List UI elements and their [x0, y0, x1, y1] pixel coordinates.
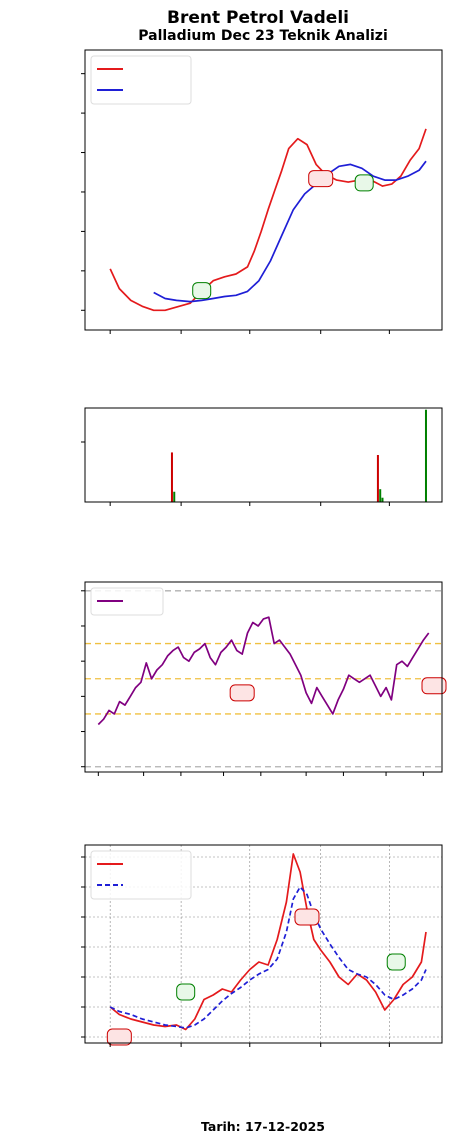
axes-frame — [84, 581, 443, 773]
signal-badge-sat — [308, 170, 334, 188]
series-line-rsi — [97, 616, 430, 726]
volume-bar — [170, 452, 173, 502]
signal-badge-al — [176, 983, 196, 1001]
signal-badge-al — [386, 953, 406, 971]
legend-box — [90, 587, 164, 616]
volume-bar — [173, 491, 176, 502]
volume-bar — [424, 409, 427, 502]
panel-volume — [81, 407, 443, 506]
series-line-sma-7 — [109, 128, 427, 312]
legend-box — [90, 850, 192, 900]
volume-bar — [381, 497, 384, 502]
signal-badge-al — [354, 174, 374, 192]
panel-price — [81, 49, 443, 334]
chart-subtitle: Palladium Dec 23 Teknik Analizi — [138, 28, 388, 44]
axes-frame — [84, 49, 443, 331]
chart-title: Brent Petrol Vadeli — [167, 8, 349, 28]
legend-box — [90, 55, 192, 105]
chart-panels — [81, 49, 447, 1047]
volume-bar — [379, 489, 382, 502]
series-line-macd — [109, 853, 427, 1031]
series-line-9-ema — [109, 886, 427, 1029]
axes-frame — [84, 844, 443, 1044]
signal-badge-sat — [294, 908, 320, 926]
volume-bar — [376, 455, 379, 502]
date-footer: Tarih: 17-12-2025 — [201, 1119, 325, 1134]
series-line-sma-21 — [153, 160, 427, 303]
panel-rsi — [81, 581, 447, 776]
signal-badge-sat — [106, 1028, 132, 1046]
signal-badge-al — [192, 282, 212, 300]
axes-frame — [84, 407, 443, 503]
signal-badge-sat — [421, 677, 447, 695]
panel-macd — [81, 844, 443, 1047]
signal-badge-sat — [229, 684, 255, 702]
